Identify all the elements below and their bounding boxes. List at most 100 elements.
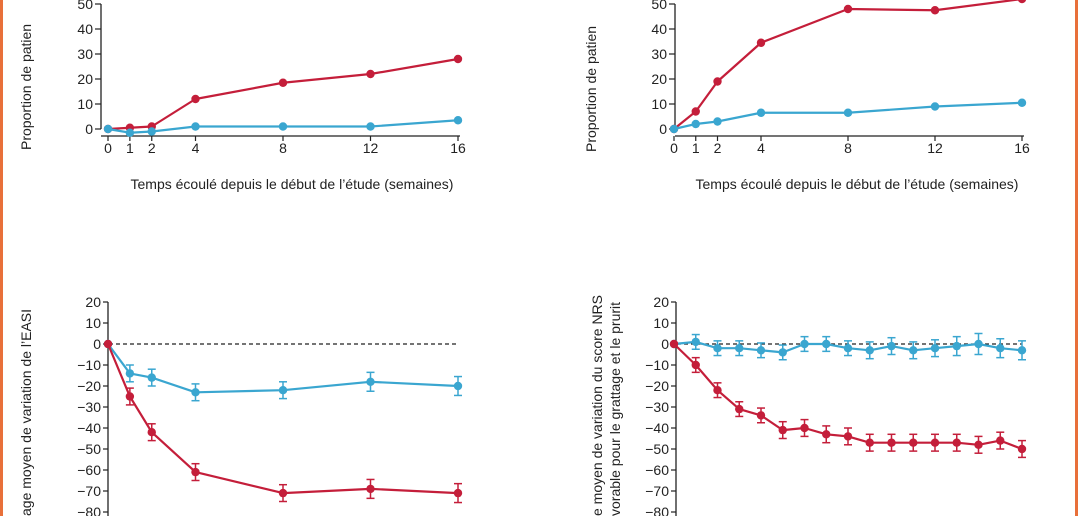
y-tick-label: −20 (77, 378, 101, 394)
y-tick-label: 10 (651, 96, 667, 112)
data-point (1017, 346, 1027, 355)
series-line (107, 57, 459, 131)
data-point (366, 377, 375, 386)
data-point (713, 344, 722, 353)
data-point (103, 339, 113, 349)
data-point (691, 360, 700, 370)
data-point (191, 122, 200, 131)
series-2 (103, 339, 463, 504)
x-tick-label: 16 (1014, 140, 1030, 156)
y-tick-label: −60 (77, 462, 101, 478)
data-point (822, 430, 831, 439)
y-axis-title: Proportion de patien (583, 26, 599, 152)
data-point (366, 484, 375, 494)
data-point (278, 488, 288, 498)
data-point (800, 339, 809, 349)
y-tick-label: 40 (77, 21, 93, 37)
x-tick-label: 0 (104, 140, 112, 156)
y-tick-label: 0 (93, 336, 101, 352)
y-tick-label: −50 (645, 441, 669, 457)
data-point (278, 122, 288, 131)
y-tick-label: 50 (651, 0, 667, 12)
x-tick-label: 2 (714, 140, 722, 156)
x-tick-label: 4 (192, 140, 200, 156)
series-2 (669, 339, 1027, 459)
data-point (952, 438, 961, 447)
x-tick-label: 1 (692, 140, 700, 156)
y-axis-title-line: vorable pour le grattage et le prurit (607, 302, 623, 516)
data-point (713, 386, 722, 395)
data-point (843, 432, 853, 441)
data-point (887, 438, 896, 447)
y-tick-label: 50 (77, 0, 93, 12)
data-point (735, 344, 744, 353)
y-tick-label: 0 (659, 121, 667, 137)
data-point (1017, 444, 1027, 454)
series-1 (103, 339, 463, 402)
data-point (191, 467, 200, 477)
data-point (1017, 98, 1027, 107)
x-tick-label: 8 (844, 140, 852, 156)
data-point (909, 346, 918, 355)
y-tick-label: 20 (651, 71, 667, 87)
data-point (909, 438, 918, 447)
y-tick-label: 20 (85, 294, 101, 310)
data-point (996, 436, 1005, 445)
data-point (125, 369, 135, 378)
data-point (930, 102, 940, 111)
series-1 (103, 54, 463, 134)
x-tick-label: 1 (126, 140, 134, 156)
y-tick-label: −40 (77, 420, 101, 436)
data-point (691, 119, 700, 129)
y-tick-label: −20 (645, 378, 669, 394)
data-point (691, 107, 700, 116)
y-axis-title-line: e moyen de variation du score NRS (589, 295, 605, 516)
data-point (865, 438, 874, 447)
x-axis-title: Temps écoulé depuis le début de l’étude … (696, 176, 1019, 192)
data-point (453, 381, 463, 391)
data-point (887, 341, 896, 351)
y-tick-label: 30 (651, 46, 667, 62)
y-tick-label: 30 (77, 46, 93, 62)
data-point (843, 108, 853, 117)
data-point (756, 346, 766, 355)
y-tick-label: 20 (653, 294, 669, 310)
x-tick-label: 4 (757, 140, 765, 156)
data-point (669, 124, 679, 134)
y-tick-label: 40 (651, 21, 667, 37)
data-point (778, 348, 787, 357)
data-point (996, 344, 1005, 353)
series-2 (103, 116, 463, 137)
data-point (669, 339, 679, 349)
y-tick-label: −70 (645, 483, 669, 499)
y-tick-label: −60 (645, 462, 669, 478)
y-tick-label: −10 (645, 357, 669, 373)
y-tick-label: −80 (645, 504, 669, 516)
y-tick-label: 10 (653, 315, 669, 331)
data-point (453, 116, 463, 125)
series-line (106, 343, 459, 495)
data-point (147, 373, 156, 382)
data-point (778, 425, 787, 435)
left-frame-border (0, 0, 3, 516)
data-point (713, 117, 722, 126)
data-point (756, 108, 766, 117)
data-point (125, 392, 135, 401)
x-tick-label: 8 (279, 140, 287, 156)
data-point (453, 488, 463, 498)
y-axis-title: Proportion de patien (18, 24, 34, 150)
data-point (756, 38, 766, 47)
data-point (103, 124, 113, 134)
y-tick-label: −50 (77, 441, 101, 457)
y-axis-title: age moyen de variation de l’EASI (18, 309, 34, 516)
chart-panel-4: 20 10 0 −10 −20 −30 −40 −50 −60 −70 −80 e moyen de … (589, 294, 1027, 520)
data-point (191, 94, 200, 104)
data-point (930, 344, 940, 353)
data-point (822, 339, 831, 349)
y-tick-label: 10 (85, 315, 101, 331)
y-tick-label: 10 (77, 96, 93, 112)
x-tick-label: 12 (363, 140, 379, 156)
data-point (756, 411, 766, 420)
